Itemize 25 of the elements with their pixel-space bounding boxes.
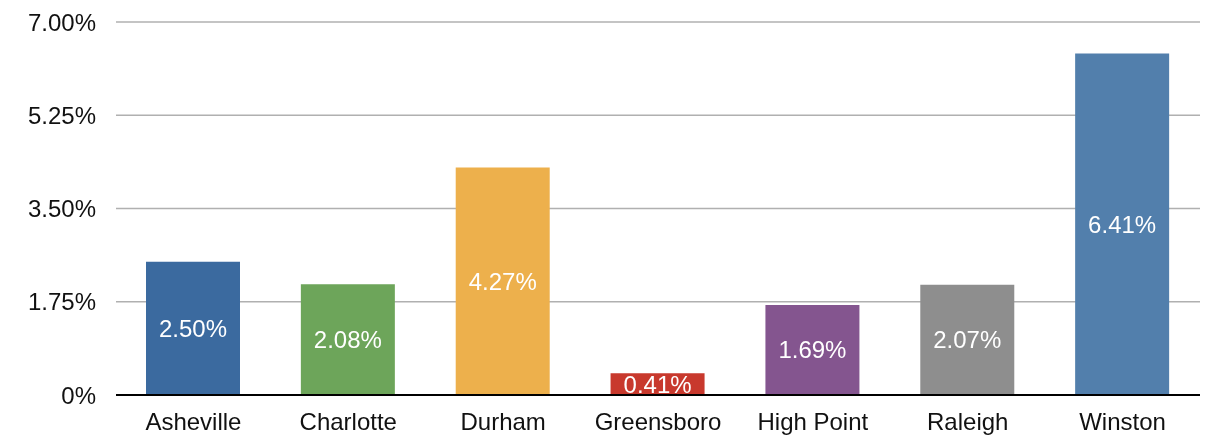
data-label: 0.41% [623,370,692,398]
x-tick-label: Asheville [145,408,242,436]
bar [146,261,240,395]
y-tick-label: 7.00% [27,8,96,36]
bar [765,304,860,395]
y-tick-label: 5.25% [27,101,96,129]
bar [455,167,550,395]
bar [300,284,395,395]
data-label: 4.27% [468,267,537,295]
y-tick-label: 3.50% [27,195,96,223]
bar [1075,53,1170,395]
x-tick-label: Winston [1079,408,1166,436]
data-label: 1.69% [778,336,847,364]
x-tick-label: Durham [460,408,546,436]
data-label: 2.50% [158,314,228,342]
x-tick-label: Greensboro [594,408,722,436]
y-tick-label: 1.75% [27,288,96,316]
x-tick-label: High Point [757,408,869,436]
data-label: 2.08% [313,326,382,354]
x-tick-label: Raleigh [927,408,1009,436]
data-label: 2.07% [933,326,1002,354]
bar [920,284,1015,395]
data-label: 6.41% [1088,210,1157,238]
x-tick-label: Charlotte [299,408,397,436]
y-tick-label: 0% [61,381,96,409]
